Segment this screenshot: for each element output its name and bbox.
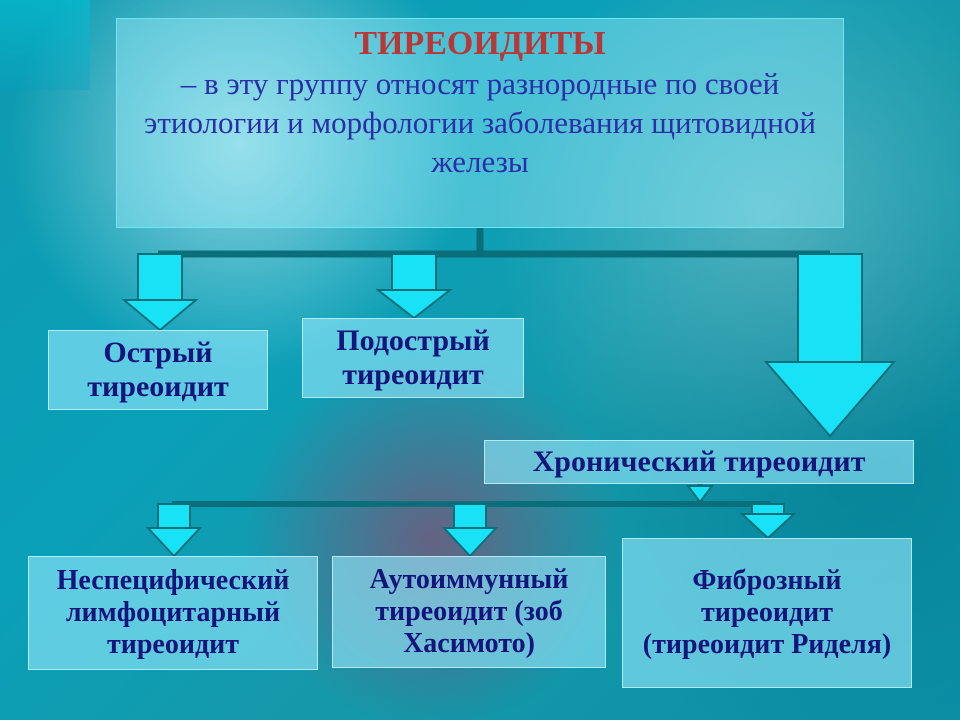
- arrow-to-nonspec: [148, 504, 200, 556]
- node-chronic: Хронический тиреоидит: [484, 440, 914, 484]
- slide-root: ТИРЕОИДИТЫ – в эту группу относят разнор…: [0, 0, 960, 720]
- arrow-to-subacute: [378, 254, 450, 318]
- node-acute-label: Острый тиреоидит: [55, 336, 261, 405]
- slide-title: ТИРЕОИДИТЫ: [133, 25, 827, 63]
- node-nonspec-label: Неспецифический лимфоцитарный тиреоидит: [35, 565, 311, 662]
- arrow-to-chronic: [766, 254, 894, 436]
- node-autoimmune-label: Аутоиммунный тиреоидит (зоб Хасимото): [339, 564, 599, 661]
- bottom-bus: [172, 484, 770, 504]
- node-subacute-label: Подострый тиреоидит: [309, 324, 517, 393]
- node-fibrous: Фиброзный тиреоидит (тиреоидит Риделя): [622, 538, 912, 688]
- slide-subtitle: – в эту группу относят разнородные по св…: [133, 65, 827, 181]
- arrow-to-autoimmune: [444, 504, 496, 556]
- title-box: ТИРЕОИДИТЫ – в эту группу относят разнор…: [116, 18, 844, 228]
- node-acute: Острый тиреоидит: [48, 330, 268, 410]
- node-fibrous-label: Фиброзный тиреоидит (тиреоидит Риделя): [629, 565, 905, 662]
- node-autoimmune: Аутоиммунный тиреоидит (зоб Хасимото): [332, 556, 606, 668]
- arrow-to-fibrous: [742, 504, 794, 538]
- node-chronic-label: Хронический тиреоидит: [533, 445, 866, 480]
- node-subacute: Подострый тиреоидит: [302, 318, 524, 398]
- node-nonspec: Неспецифический лимфоцитарный тиреоидит: [28, 556, 318, 670]
- top-bus: [158, 228, 830, 254]
- arrow-to-acute: [124, 254, 196, 330]
